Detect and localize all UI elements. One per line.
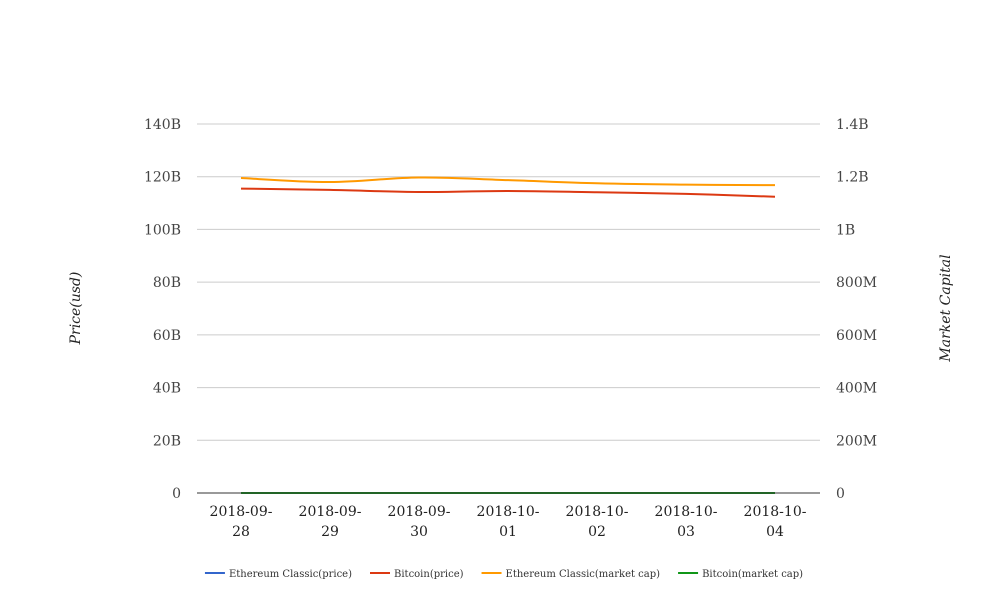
legend-label: Ethereum Classic(price): [229, 569, 352, 580]
x-tick-label: 2018-09-30: [388, 504, 451, 540]
y-right-tick-label: 200M: [836, 433, 877, 449]
x-tick-label: 2018-09-29: [299, 504, 362, 540]
legend-label: Bitcoin(market cap): [702, 569, 803, 580]
y-left-tick-label: 60B: [153, 328, 181, 344]
y-right-tick-label: 1.4B: [836, 117, 869, 133]
gridlines: [197, 123, 820, 441]
legend-item[interactable]: Ethereum Classic(market cap): [481, 569, 661, 580]
y-right-tick-label: 0: [836, 486, 845, 502]
y-left-tick-label: 140B: [144, 117, 181, 133]
left-axis-ticks: 0 20B 40B 60B 80B 100B 120B 140B: [144, 117, 181, 502]
x-tick-label: 2018-10-04: [744, 504, 807, 540]
x-tick-label: 2018-09-28: [210, 504, 273, 540]
y-right-tick-label: 400M: [836, 381, 877, 397]
legend-item[interactable]: Bitcoin(price): [370, 569, 464, 580]
y-axis-left-title: Price(usd): [68, 272, 84, 346]
y-right-tick-label: 1.2B: [836, 170, 869, 186]
legend: Ethereum Classic(price) Bitcoin(price) Eth…: [204, 569, 803, 580]
y-left-tick-label: 80B: [153, 275, 181, 291]
x-tick-label: 2018-10-02: [566, 504, 629, 540]
y-axis-right-title: Market Capital: [938, 254, 954, 362]
x-tick-label: 2018-10-03: [655, 504, 718, 540]
right-axis-ticks: 0 200M 400M 600M 800M 1B 1.2B 1.4B: [836, 117, 877, 502]
y-right-tick-label: 600M: [836, 328, 877, 344]
series-line-2: [240, 187, 776, 198]
x-tick-label: 2018-10-01: [477, 504, 540, 540]
legend-label: Ethereum Classic(market cap): [506, 569, 661, 580]
legend-item[interactable]: Bitcoin(market cap): [678, 569, 803, 580]
y-left-tick-label: 0: [172, 486, 181, 502]
series-line-3: [240, 176, 776, 187]
x-axis-ticks: 2018-09-28 2018-09-29 2018-09-30 2018-10-01…: [210, 504, 807, 540]
y-left-tick-label: 100B: [144, 222, 181, 238]
y-left-tick-label: 20B: [153, 433, 181, 449]
y-left-tick-label: 40B: [153, 381, 181, 397]
legend-item[interactable]: Ethereum Classic(price): [204, 569, 352, 580]
legend-label: Bitcoin(price): [394, 569, 464, 580]
y-right-tick-label: 800M: [836, 275, 877, 291]
y-right-tick-label: 1B: [836, 222, 855, 238]
y-left-tick-label: 120B: [144, 170, 181, 186]
